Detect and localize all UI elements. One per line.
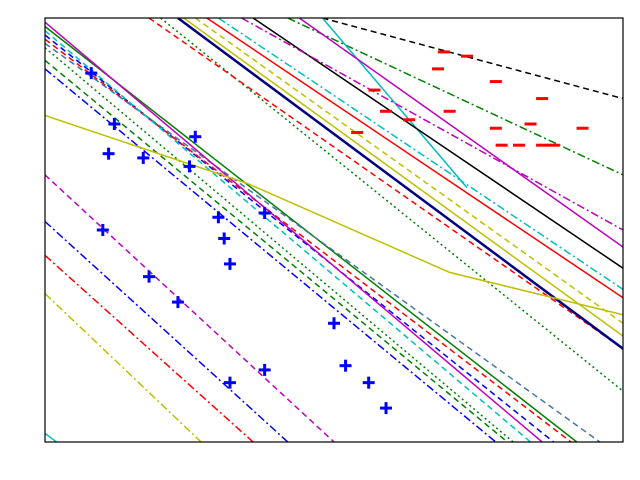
decision-line-20	[45, 47, 514, 442]
positive-point-18	[223, 376, 236, 389]
positive-point-16	[362, 376, 375, 389]
positive-point-17	[380, 402, 393, 415]
decision-line-27	[45, 293, 202, 442]
positive-point-7	[96, 224, 109, 236]
positive-point-19	[258, 363, 271, 376]
decision-line-15	[45, 34, 555, 442]
positive-point-9	[218, 232, 231, 245]
positive-point-11	[223, 257, 236, 270]
positive-point-4	[137, 151, 150, 164]
decision-line-12	[206, 18, 623, 299]
positive-point-15	[339, 359, 352, 372]
decision-lines	[45, 18, 623, 442]
decision-line-9	[183, 18, 623, 337]
decision-line-2	[287, 18, 623, 176]
positive-point-3	[102, 147, 115, 160]
decision-line-23	[45, 114, 623, 316]
decision-line-25	[45, 220, 289, 442]
decision-line-3	[321, 18, 468, 189]
positive-point-6	[183, 160, 196, 173]
decision-line-14	[45, 25, 578, 442]
positive-point-2	[108, 118, 121, 130]
decision-line-7	[160, 18, 623, 392]
decision-line-5	[252, 18, 623, 269]
positive-point-12	[143, 270, 156, 283]
positive-point-1	[85, 67, 98, 80]
plot-frame	[44, 17, 624, 443]
decision-line-11	[194, 18, 623, 324]
plot-background	[45, 18, 623, 442]
decision-line-16	[45, 38, 572, 442]
decision-line-6	[241, 18, 623, 231]
positive-point-5	[189, 130, 202, 143]
decision-line-13	[217, 18, 623, 291]
decision-line-8	[148, 18, 623, 350]
decision-line-10	[177, 18, 623, 350]
decision-line-19	[45, 21, 543, 442]
decision-line-28	[45, 432, 58, 442]
decision-line-24	[45, 174, 335, 442]
data-points	[85, 50, 589, 415]
decision-line-26	[45, 254, 254, 442]
positive-point-13	[171, 296, 184, 309]
decision-line-4	[298, 18, 623, 248]
decision-line-1	[322, 18, 623, 100]
positive-point-8	[212, 211, 225, 224]
decision-line-21	[45, 68, 497, 442]
positive-point-10	[258, 207, 271, 220]
decision-line-18	[45, 30, 531, 442]
positive-point-14	[328, 317, 340, 330]
